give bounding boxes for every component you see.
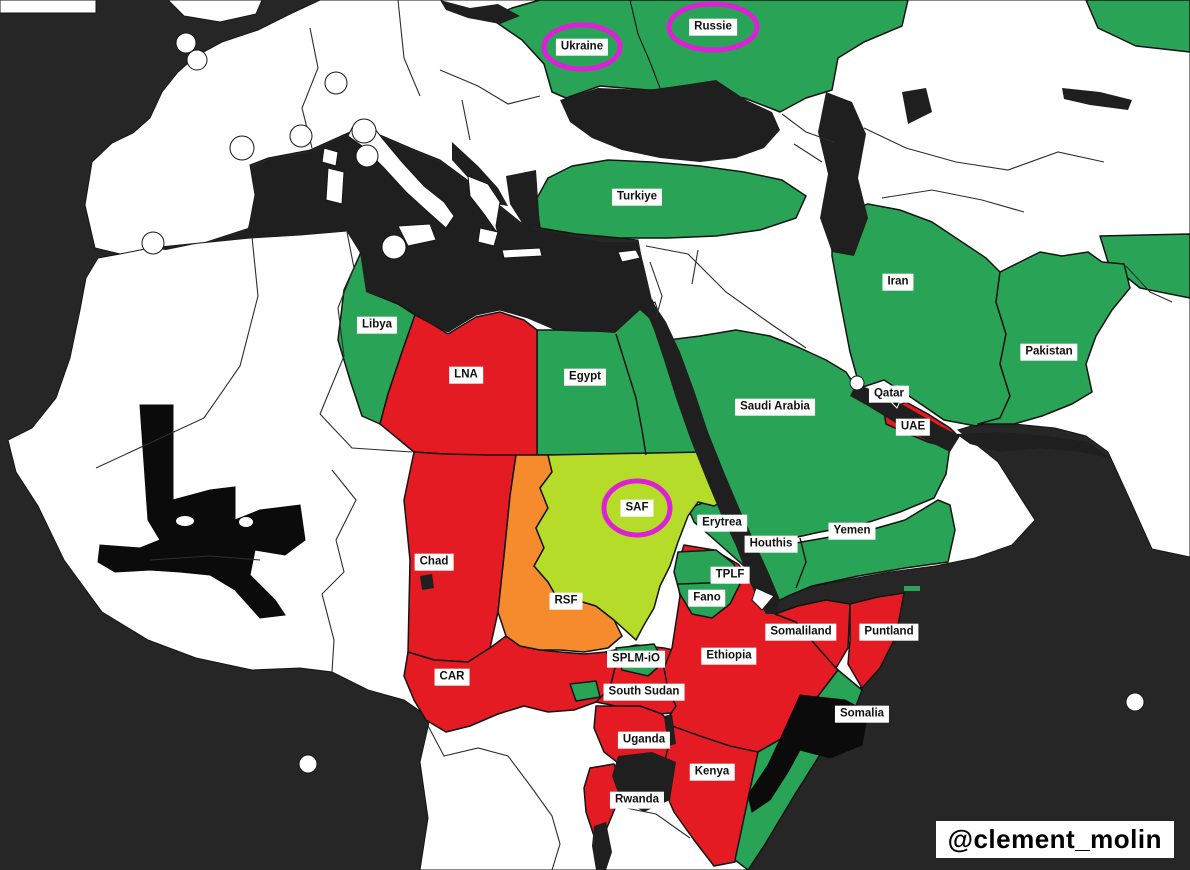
small-country-circle: [1125, 692, 1145, 712]
highlight-ellipse-saf: [601, 478, 673, 538]
lake-balkhash: [1062, 88, 1132, 110]
sicily-island: [397, 223, 437, 247]
aegean-sea: [506, 170, 540, 228]
cyprus-island: [617, 249, 641, 263]
northwest-land-fragment: [0, 0, 97, 14]
highlight-ellipses: [541, 1, 760, 538]
region-socotra: [904, 586, 920, 591]
peloponnese-peninsula: [477, 227, 499, 247]
small-country-circle: [849, 375, 865, 391]
crete-island: [501, 247, 543, 259]
small-country-circle: [289, 124, 313, 148]
caspian-sea: [818, 92, 868, 256]
small-country-circle: [141, 231, 165, 255]
sahel-blob-hole-west: [176, 516, 194, 526]
small-country-circle: [229, 135, 255, 161]
small-country-circle: [175, 32, 197, 54]
border-houthis-yemen: [795, 537, 807, 589]
gulf-of-oman: [956, 432, 1110, 458]
small-country-circles: [141, 32, 1145, 774]
small-country-circle: [381, 234, 407, 260]
sahel-black-blob: [97, 404, 306, 619]
region-pakistan: [977, 251, 1131, 425]
region-china-northeast: [1085, 0, 1190, 53]
red-sea: [644, 298, 780, 614]
small-country-circle: [298, 754, 318, 774]
small-country-circle: [186, 49, 208, 71]
corsica-island: [321, 147, 339, 167]
highlight-ellipse-russie: [666, 1, 760, 53]
greece-peninsula: [467, 175, 501, 235]
nile-river: [615, 333, 647, 456]
region-china-east: [1099, 233, 1190, 299]
sahel-blob-hole-east: [239, 517, 253, 527]
region-turkiye: [535, 159, 807, 239]
region-saf: [533, 451, 729, 641]
region-puntland: [847, 592, 905, 689]
region-splm-io-south: [569, 680, 601, 702]
country-borders: [95, 0, 1173, 870]
small-country-circle: [351, 118, 377, 144]
small-country-circle: [355, 144, 379, 168]
sardinia-island: [325, 167, 345, 205]
region-chad: [403, 451, 517, 663]
adriatic-sea: [452, 142, 508, 206]
baltic-sea: [440, 0, 520, 24]
lake-chad: [420, 574, 434, 590]
djibouti-arrow: [751, 587, 775, 611]
lake-tanganyika: [592, 822, 612, 870]
watermark: @clement_molin: [935, 821, 1174, 858]
black-sea: [560, 80, 780, 162]
england-landmass: [167, 0, 263, 23]
highlight-ellipse-ukraine: [541, 22, 623, 72]
small-country-circle: [324, 71, 348, 95]
aral-sea: [902, 88, 932, 124]
